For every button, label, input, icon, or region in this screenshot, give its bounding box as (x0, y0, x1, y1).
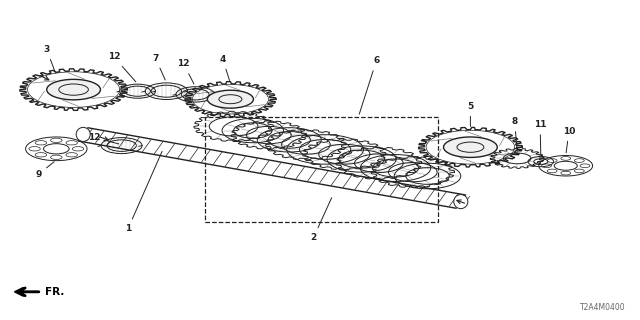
Text: 12: 12 (177, 60, 194, 84)
Bar (205, 117, 438, 222)
Text: 9: 9 (35, 162, 54, 179)
Ellipse shape (454, 195, 468, 209)
Ellipse shape (47, 79, 100, 100)
Text: 6: 6 (359, 56, 380, 114)
Text: 5: 5 (467, 102, 474, 126)
Text: 7: 7 (152, 54, 165, 80)
Text: 3: 3 (44, 45, 55, 73)
Text: T2A4M0400: T2A4M0400 (580, 303, 626, 312)
Text: 8: 8 (511, 117, 518, 147)
Polygon shape (79, 128, 465, 208)
Text: 12: 12 (108, 52, 136, 82)
Ellipse shape (207, 90, 253, 108)
Text: 12: 12 (88, 133, 119, 144)
Text: FR.: FR. (45, 287, 64, 297)
Ellipse shape (444, 137, 497, 157)
Text: 4: 4 (220, 55, 230, 81)
Text: 1: 1 (125, 151, 162, 233)
Ellipse shape (76, 127, 90, 141)
Text: 2: 2 (310, 198, 332, 242)
Text: 10: 10 (563, 127, 575, 153)
Text: 11: 11 (534, 120, 547, 154)
